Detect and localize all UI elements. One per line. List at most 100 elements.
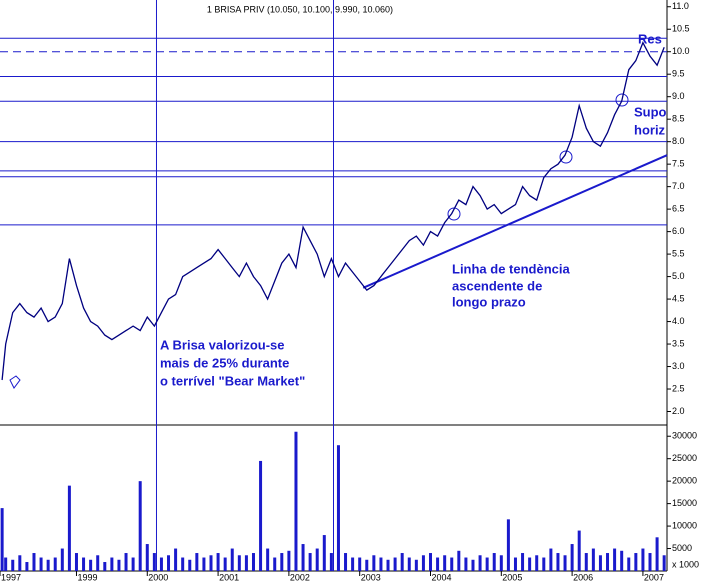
- volume-bar: [577, 530, 581, 571]
- volume-bar: [82, 557, 86, 571]
- x-tick-label: 2000: [148, 572, 168, 582]
- volume-bar: [266, 548, 270, 571]
- volume-unit: x 1000: [672, 559, 699, 569]
- y-tick-label: 5.5: [672, 248, 685, 258]
- volume-bar: [400, 553, 404, 571]
- volume-bar: [131, 557, 135, 571]
- annotation: horiz: [634, 122, 666, 137]
- volume-bar: [528, 557, 532, 571]
- volume-bar: [492, 553, 496, 571]
- annotation: Supo: [634, 104, 667, 119]
- volume-bar: [167, 555, 171, 571]
- annotation: A Brisa valorizou-se: [160, 337, 285, 352]
- volume-bar: [606, 553, 610, 571]
- volume-bar: [223, 557, 227, 571]
- volume-bar: [294, 431, 298, 571]
- volume-bar: [96, 555, 100, 571]
- volume-bar: [648, 553, 652, 571]
- volume-bar: [74, 553, 78, 571]
- volume-bar: [450, 557, 454, 571]
- volume-bar: [202, 557, 206, 571]
- volume-bar: [478, 555, 482, 571]
- y-tick-label: 11.0: [672, 1, 689, 11]
- y-tick-label: 3.5: [672, 338, 685, 348]
- volume-bar: [570, 544, 574, 571]
- y-tick-label: 3.0: [672, 361, 685, 371]
- volume-bar: [457, 550, 461, 571]
- volume-bar: [542, 557, 546, 571]
- y-tick-label: 9.0: [672, 91, 685, 101]
- volume-bar: [39, 557, 43, 571]
- volume-bar: [280, 553, 284, 571]
- volume-bar: [152, 553, 156, 571]
- volume-bar: [379, 557, 383, 571]
- annotation: o terrível "Bear Market": [160, 373, 305, 388]
- volume-bar: [209, 555, 213, 571]
- volume-bar: [251, 553, 255, 571]
- volume-bar: [25, 562, 29, 571]
- volume-bar: [273, 557, 277, 571]
- smiley-icons: [447, 93, 629, 221]
- volume-bar: [407, 557, 411, 571]
- volume-bar: [46, 559, 50, 571]
- volume-bar: [471, 559, 475, 571]
- y-tick-label: 25000: [672, 453, 697, 463]
- volume-bar: [521, 553, 525, 571]
- volume-bar: [308, 553, 312, 571]
- volume-bar: [506, 519, 510, 571]
- volume-bar: [60, 548, 64, 571]
- volume-bar: [216, 553, 220, 571]
- volume-bar: [563, 555, 567, 571]
- volume-bar: [329, 553, 333, 571]
- volume-bar: [4, 557, 8, 571]
- volume-bar: [634, 553, 638, 571]
- y-tick-label: 6.5: [672, 204, 685, 214]
- y-tick-label: 2.0: [672, 406, 685, 416]
- volume-bar: [620, 550, 624, 571]
- volume-bar: [591, 548, 595, 571]
- y-tick-label: 2.5: [672, 383, 685, 393]
- annotation: ascendente de: [452, 278, 542, 293]
- volume-bar: [53, 557, 57, 571]
- annotation: Linha de tendència: [452, 261, 571, 276]
- volume-bar: [513, 557, 517, 571]
- x-tick-label: 2003: [361, 572, 381, 582]
- annotation: Res: [638, 31, 662, 46]
- x-tick-label: 2006: [573, 572, 593, 582]
- volume-bar: [662, 555, 666, 571]
- x-tick-label: 2002: [290, 572, 310, 582]
- volume-bar: [315, 548, 319, 571]
- y-tick-label: 30000: [672, 431, 697, 441]
- trendline: [362, 154, 668, 289]
- volume-bar: [613, 548, 617, 571]
- volume-bar: [351, 557, 355, 571]
- volume-bar: [67, 485, 71, 571]
- volume-bar: [641, 548, 645, 571]
- volume-bar: [627, 557, 631, 571]
- volume-bar: [89, 559, 93, 571]
- y-tick-label: 5000: [672, 543, 692, 553]
- volume-bar: [386, 559, 390, 571]
- volume-bar: [11, 559, 15, 571]
- volume-bar: [556, 553, 560, 571]
- y-tick-label: 7.0: [672, 181, 685, 191]
- volume-bar: [436, 557, 440, 571]
- volume-bar: [159, 557, 163, 571]
- y-tick-label: 20000: [672, 476, 697, 486]
- volume-bar: [535, 555, 539, 571]
- annotation: longo prazo: [452, 294, 526, 309]
- y-tick-label: 8.0: [672, 136, 685, 146]
- volume-bar: [18, 555, 22, 571]
- x-tick-label: 2005: [502, 572, 522, 582]
- volume-bar: [414, 559, 418, 571]
- volume-bar: [188, 559, 192, 571]
- volume-bar: [138, 481, 142, 571]
- x-tick-label: 2007: [644, 572, 664, 582]
- volume-bar: [549, 548, 553, 571]
- y-tick-label: 8.5: [672, 114, 685, 124]
- x-tick-label: 1997: [1, 572, 21, 582]
- volume-bar: [421, 555, 425, 571]
- x-tick-label: 2004: [432, 572, 452, 582]
- volume-bar: [344, 553, 348, 571]
